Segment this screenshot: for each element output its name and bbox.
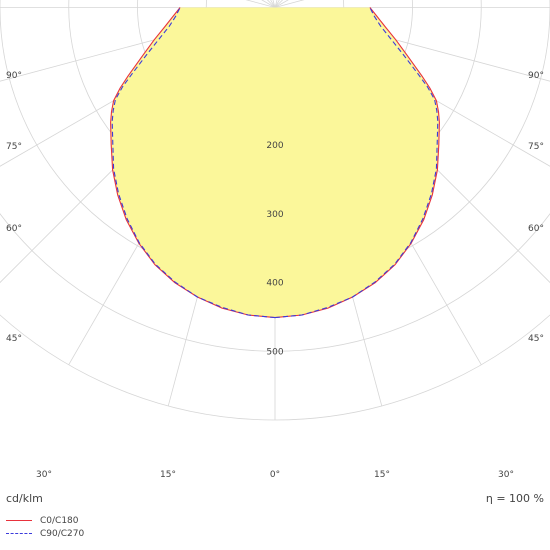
intensity-fill-area: [110, 7, 440, 318]
legend-label-c0-c180: C0/C180: [40, 515, 79, 526]
curve-c90-c270-left: [111, 7, 276, 319]
efficiency-label: η = 100 %: [485, 492, 544, 505]
angle-label-bottom-0: 30°: [36, 470, 52, 480]
angle-label-bottom-3: 15°: [374, 470, 390, 480]
radial-tick-500: 500: [266, 347, 283, 357]
radial-tick-labels: 200 300 400 500: [266, 141, 283, 357]
light-distribution-fill: [110, 7, 440, 318]
grid-spoke: [274, 0, 278, 8]
legend-item-c90-c270: C90/C270: [6, 527, 84, 540]
grid-spoke: [270, 0, 276, 8]
angle-label-left-0: 90°: [6, 71, 22, 81]
angle-label-right-3: 45°: [528, 334, 544, 344]
angle-label-left-2: 60°: [6, 224, 22, 234]
angle-labels: 90° 75° 60° 45° 90° 75° 60° 45° 30° 15° 0° 15° 30°: [6, 71, 544, 480]
curve-series: [110, 7, 440, 319]
unit-label: cd/klm: [6, 492, 43, 505]
angle-label-bottom-2: 0°: [270, 470, 280, 480]
legend-swatch-c90-c270: [6, 533, 32, 534]
legend-label-c90-c270: C90/C270: [40, 528, 85, 539]
angle-label-bottom-4: 30°: [498, 470, 514, 480]
curve-c90-c270-right: [274, 7, 439, 319]
angle-label-left-1: 75°: [6, 142, 22, 152]
radial-tick-200: 200: [266, 141, 283, 151]
angle-label-bottom-1: 15°: [160, 470, 176, 480]
angle-label-left-3: 45°: [6, 334, 22, 344]
radial-tick-400: 400: [266, 279, 283, 289]
legend: C0/C180 C90/C270: [6, 514, 84, 540]
radial-tick-300: 300: [266, 210, 283, 220]
grid-spoke: [274, 0, 280, 8]
grid-spoke: [272, 0, 276, 8]
polar-intensity-chart: 200 300 400 500 90° 75° 60° 45° 90° 75° 60° 45° 30°…: [0, 0, 550, 480]
legend-swatch-c0-c180: [6, 520, 32, 521]
angle-label-right-2: 60°: [528, 224, 544, 234]
angle-label-right-1: 75°: [528, 142, 544, 152]
angle-label-right-0: 90°: [528, 71, 544, 81]
legend-item-c0-c180: C0/C180: [6, 514, 84, 527]
